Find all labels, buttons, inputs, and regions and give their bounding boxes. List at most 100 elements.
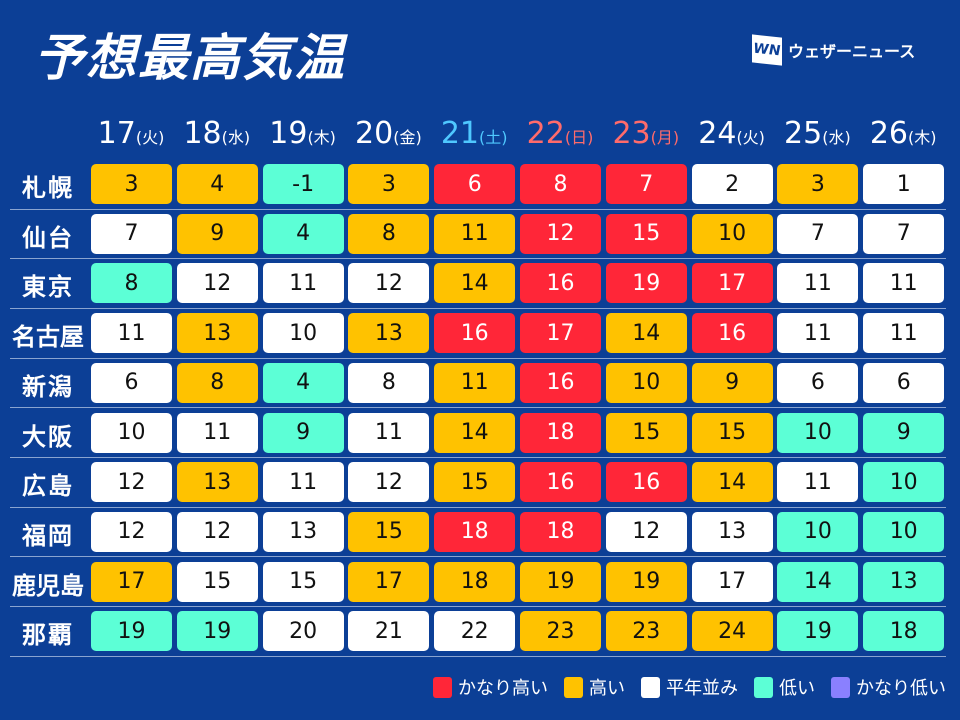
temperature-cell: 8	[91, 263, 172, 304]
column-header: 17 (火)	[88, 116, 174, 156]
temperature-cell: 2	[691, 164, 773, 204]
temperature-cell: 14	[434, 412, 516, 453]
temperature-cell: 17	[520, 313, 601, 354]
temperature-cell: 12	[91, 511, 172, 552]
city-label: 札幌	[22, 174, 74, 202]
temperature-cell: 23	[520, 611, 601, 652]
temperature-cell: 14	[434, 263, 516, 304]
temperature-cell: 17	[91, 561, 172, 602]
temperature-cell: 17	[348, 561, 430, 602]
temperature-cell: 7	[605, 164, 687, 204]
temperature-cell: 4	[176, 164, 258, 204]
temperature-cell: 8	[176, 362, 258, 403]
temperature-cell: 21	[348, 611, 430, 652]
temperature-cell: 11	[434, 362, 516, 403]
temperature-cell: 9	[691, 362, 773, 403]
column-weekday: (水)	[822, 128, 851, 147]
temperature-cell: 14	[691, 462, 773, 503]
row-divider	[10, 258, 946, 260]
column-weekday: (木)	[307, 128, 336, 147]
temperature-cell: 4	[262, 362, 344, 403]
row-divider	[10, 457, 946, 458]
temperature-cell: 15	[176, 561, 258, 602]
city-label: 広島	[22, 472, 74, 501]
column-header: 25 (水)	[774, 116, 860, 156]
temperature-cell: 10	[605, 362, 687, 403]
column-day: 21	[440, 116, 480, 151]
temperature-cell: 12	[91, 462, 172, 503]
legend-swatch	[564, 676, 583, 698]
column-day: 22	[526, 116, 565, 151]
temperature-cell: 10	[262, 313, 344, 354]
temperature-cell: 22	[434, 611, 516, 652]
temperature-cell: 10	[691, 213, 773, 254]
legend-swatch	[831, 676, 850, 698]
temperature-cell: 10	[91, 412, 172, 453]
temperature-cell: 1	[863, 164, 945, 204]
temperature-cell: 16	[434, 313, 516, 354]
column-header: 20 (金)	[345, 116, 431, 156]
temperature-cell: 12	[176, 263, 258, 304]
row-divider	[10, 357, 946, 359]
legend-swatch	[641, 676, 660, 698]
temperature-cell: 18	[863, 611, 945, 652]
temperature-cell: 10	[863, 462, 945, 503]
temperature-cell: 11	[434, 213, 516, 254]
temperature-cell: 16	[691, 313, 773, 354]
city-label: 那覇	[22, 621, 74, 650]
temperature-cell: 13	[176, 313, 258, 354]
temperature-cell: 17	[691, 263, 773, 304]
temperature-cell: 17	[691, 561, 773, 602]
temperature-cell: 10	[777, 511, 859, 552]
temperature-cell: 11	[863, 313, 945, 354]
temperature-cell: 8	[520, 164, 601, 204]
temperature-cell: 11	[777, 263, 859, 304]
temperature-cell: 16	[520, 362, 601, 403]
weathernews-logo: WN ウェザーニュース	[752, 34, 915, 66]
temperature-cell: 6	[777, 362, 859, 403]
temperature-cell: 11	[863, 263, 945, 304]
temperature-cell: 11	[777, 313, 859, 354]
logo-mark: WN	[752, 34, 782, 66]
row-divider	[10, 556, 946, 558]
temperature-cell: 12	[348, 462, 430, 503]
temperature-cell: 12	[520, 213, 601, 254]
temperature-cell: 18	[520, 511, 601, 552]
temperature-cell: 8	[348, 213, 430, 254]
temperature-cell: 7	[863, 213, 945, 254]
column-header: 24 (火)	[689, 116, 775, 156]
row-divider	[10, 655, 946, 657]
legend-label: かなり高い	[458, 678, 548, 699]
legend-item: かなり高い	[433, 674, 548, 700]
column-header: 23 (月)	[603, 116, 689, 156]
temperature-cell: 19	[520, 561, 601, 602]
column-day: 23	[612, 116, 651, 151]
legend-item: 平年並み	[641, 674, 738, 700]
column-weekday: (火)	[135, 128, 165, 147]
temperature-cell: 16	[520, 263, 601, 304]
temperature-cell: 11	[777, 462, 859, 503]
temperature-cell: 19	[605, 263, 687, 304]
temperature-cell: 13	[262, 511, 344, 552]
temperature-cell: 3	[348, 164, 430, 204]
city-label: 大阪	[22, 422, 74, 451]
temperature-cell: 10	[777, 412, 859, 453]
column-weekday: (金)	[393, 128, 422, 147]
temperature-cell: 20	[262, 611, 344, 652]
legend-item: 高い	[564, 674, 625, 700]
column-weekday: (月)	[650, 128, 680, 147]
column-weekday: (日)	[564, 128, 594, 147]
temperature-cell: 9	[863, 412, 945, 453]
page-title: 予想最高気温	[34, 29, 346, 87]
temperature-cell: 3	[777, 164, 859, 204]
column-day: 17	[97, 116, 136, 151]
temperature-cell: 14	[605, 313, 687, 354]
column-day: 24	[698, 116, 737, 151]
temperature-cell: 24	[691, 611, 773, 652]
temperature-cell: 14	[777, 561, 859, 602]
temperature-cell: 13	[691, 511, 773, 552]
temperature-cell: 19	[91, 611, 172, 652]
temperature-cell: 11	[348, 412, 430, 453]
temperature-cell: 19	[777, 611, 859, 652]
temperature-cell: 12	[348, 263, 430, 304]
